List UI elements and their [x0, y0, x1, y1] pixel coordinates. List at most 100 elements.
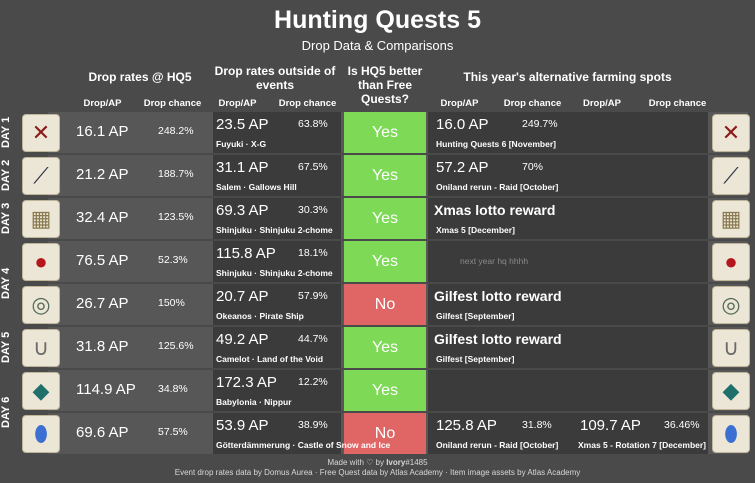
- scale-icon: ◆: [22, 372, 60, 410]
- table-row: Yes 32.4 AP 123.5% 69.3 AP 30.3% Shinjuku · S…: [48, 198, 748, 239]
- table-row: No 69.6 AP 57.5% 53.9 AP 38.9% Götterdämmerun…: [48, 413, 748, 454]
- alt1-location: Oniland rerun - Raid [October]: [436, 182, 559, 192]
- alt1-drop-chance: 70%: [522, 161, 544, 173]
- alt1-lotto: Gilfest lotto reward: [434, 288, 562, 304]
- hq5-drop-ap: 31.8 AP: [76, 338, 129, 355]
- fq-location: Fuyuki · X-G: [216, 139, 267, 149]
- hq5-drop-ap: 32.4 AP: [76, 209, 129, 226]
- fq-drop-chance: 30.3%: [298, 204, 328, 216]
- fq-drop-ap: 69.3 AP: [216, 202, 269, 219]
- row-bg: [428, 284, 568, 325]
- fq-location: Babylonia · Nippur: [216, 397, 292, 407]
- sub-drop-ap: Drop/AP: [440, 98, 479, 109]
- page-subtitle: Drop Data & Comparisons: [301, 38, 454, 53]
- row-bg: [428, 413, 568, 454]
- alt1-drop-chance: 31.8%: [522, 419, 552, 431]
- fq-drop-chance: 12.2%: [298, 376, 328, 388]
- row-bg: [568, 155, 708, 196]
- row-bg: [213, 112, 341, 153]
- verdict-badge: Yes: [344, 327, 426, 368]
- fq-location: Salem · Gallows Hill: [216, 182, 297, 192]
- alt1-lotto: Gilfest lotto reward: [434, 331, 562, 347]
- footer-credit: Made with ♡ by Ivory#1485: [0, 458, 755, 467]
- alt1-drop-ap: 57.2 AP: [436, 159, 489, 176]
- row-bg: [213, 413, 341, 454]
- row-bg: [213, 241, 341, 282]
- footer-sources: Event drop rates data by Domus Aurea · F…: [174, 468, 581, 477]
- row-bg: [568, 112, 708, 153]
- fq-drop-ap: 53.9 AP: [216, 417, 269, 434]
- alt1-location: Hunting Quests 6 [November]: [436, 139, 556, 149]
- hq5-drop-ap: 76.5 AP: [76, 252, 129, 269]
- row-bg: [428, 198, 568, 239]
- fq-drop-ap: 172.3 AP: [216, 374, 277, 391]
- day-label: DAY 5: [0, 331, 12, 364]
- sub-drop-ap: Drop/AP: [583, 98, 621, 109]
- bone-icon: ✕: [712, 114, 750, 152]
- alt1-note: next year hq hhhh: [460, 256, 529, 266]
- page-title: Hunting Quests 5: [274, 6, 481, 34]
- alt1-location: Xmas 5 [December]: [436, 225, 515, 235]
- row-bg: [428, 112, 568, 153]
- hq5-drop-ap: 26.7 AP: [76, 295, 129, 312]
- footer-author-tag: #1485: [405, 458, 428, 467]
- hq5-drop-chance: 57.5%: [158, 426, 188, 438]
- alt1-location: Oniland rerun - Raid [October]: [436, 440, 559, 450]
- row-bg: [213, 155, 341, 196]
- fq-drop-chance: 63.8%: [298, 118, 328, 130]
- row-bg: [213, 370, 341, 411]
- fq-drop-ap: 115.8 AP: [216, 245, 276, 262]
- table-row: Yes 31.8 AP 125.6% 49.2 AP 44.7% Camelot · La…: [48, 327, 748, 368]
- footer-author: Ivory: [386, 458, 406, 467]
- row-bg: [213, 327, 341, 368]
- header-outside: Drop rates outside of events: [214, 64, 336, 92]
- day-label: DAY 1: [0, 116, 12, 149]
- hq5-drop-chance: 248.2%: [158, 125, 194, 137]
- row-bg: [213, 198, 341, 239]
- alt1-lotto: Xmas lotto reward: [434, 202, 556, 218]
- crystal-egg-icon: ⬮: [22, 415, 60, 453]
- blood-drop-icon: ●: [22, 243, 60, 281]
- row-bg: [428, 241, 568, 282]
- verdict-badge: Yes: [344, 155, 426, 196]
- verdict-badge: Yes: [344, 241, 426, 282]
- row-bg: [568, 327, 708, 368]
- fq-drop-ap: 31.1 AP: [216, 159, 269, 176]
- row-bg: [568, 241, 708, 282]
- sub-drop-ap: Drop/AP: [218, 98, 257, 109]
- fq-drop-ap: 49.2 AP: [216, 331, 269, 348]
- hq5-drop-chance: 188.7%: [158, 168, 194, 180]
- table-row: No 26.7 AP 150% 20.7 AP 57.9% Okeanos · Pirat…: [48, 284, 748, 325]
- fq-drop-chance: 38.9%: [298, 419, 328, 431]
- alt1-drop-ap: 16.0 AP: [436, 116, 489, 133]
- table-row: Yes 21.2 AP 188.7% 31.1 AP 67.5% Salem · Gall…: [48, 155, 748, 196]
- row-bg: [568, 370, 708, 411]
- fq-drop-chance: 57.9%: [298, 290, 328, 302]
- fang-icon: ⟋: [712, 157, 750, 195]
- table-row: Yes 114.9 AP 34.8% 172.3 AP 12.2% Babylonia ·…: [48, 370, 748, 411]
- hq5-drop-ap: 69.6 AP: [76, 424, 129, 441]
- fq-location: Shinjuku · Shinjuku 2-chome: [216, 225, 333, 235]
- row-bg: [428, 370, 568, 411]
- hq5-drop-chance: 125.6%: [158, 340, 194, 352]
- blood-drop-icon: ●: [712, 243, 750, 281]
- row-bg: [213, 284, 341, 325]
- gear-disc-icon: ◎: [22, 286, 60, 324]
- day-label: DAY 2: [0, 159, 12, 192]
- fq-location: Okeanos · Pirate Ship: [216, 311, 304, 321]
- row-bg: [428, 327, 568, 368]
- header-alt: This year's alternative farming spots: [463, 70, 672, 84]
- fq-drop-chance: 18.1%: [298, 247, 328, 259]
- fq-location: Camelot · Land of the Void: [216, 354, 324, 364]
- crystal-egg-icon: ⬮: [712, 415, 750, 453]
- sub-drop-chance: Drop chance: [278, 98, 337, 109]
- sub-drop-ap: Drop/AP: [83, 98, 122, 109]
- hq5-drop-ap: 21.2 AP: [76, 166, 129, 183]
- alt1-drop-chance: 249.7%: [522, 118, 558, 130]
- alt2-location: Xmas 5 - Rotation 7 [December]: [578, 440, 707, 450]
- fq-location: Götterdämmerung · Castle of Snow and Ice: [216, 440, 391, 450]
- map-icon: ▦: [712, 200, 750, 238]
- fq-drop-ap: 20.7 AP: [216, 288, 269, 305]
- day-label: DAY 4: [0, 267, 12, 299]
- row-bg: [428, 155, 568, 196]
